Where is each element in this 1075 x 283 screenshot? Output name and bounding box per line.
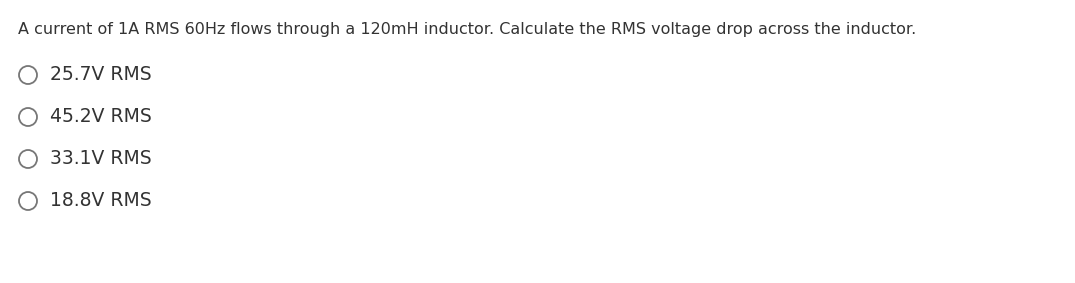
- Text: 25.7V RMS: 25.7V RMS: [51, 65, 152, 85]
- Text: 45.2V RMS: 45.2V RMS: [51, 108, 152, 127]
- Text: 33.1V RMS: 33.1V RMS: [51, 149, 152, 168]
- Text: A current of 1A RMS 60Hz flows through a 120mH inductor. Calculate the RMS volta: A current of 1A RMS 60Hz flows through a…: [18, 22, 916, 37]
- Text: 18.8V RMS: 18.8V RMS: [51, 192, 152, 211]
